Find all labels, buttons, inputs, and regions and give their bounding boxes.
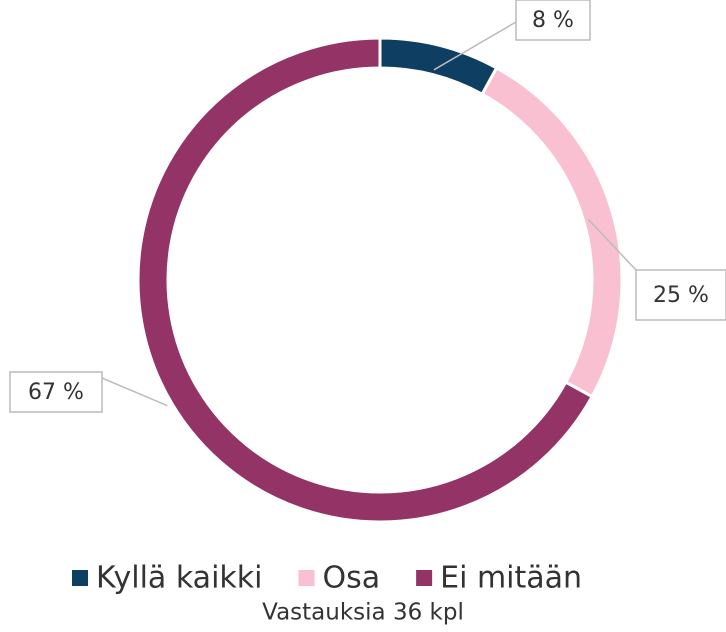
data-label: 67 % [28, 380, 84, 405]
leader-line [587, 218, 637, 271]
donut-segment [136, 36, 595, 524]
leader-line [433, 21, 517, 71]
leader-line [101, 377, 168, 407]
data-label: 8 % [532, 8, 574, 33]
label-box [9, 371, 103, 413]
legend-swatch [416, 570, 433, 586]
legend-label: Kyllä kaikki [96, 561, 262, 596]
donut-segment [378, 36, 499, 97]
label-box [635, 269, 726, 321]
legend-label: Osa [322, 561, 380, 596]
label-box [515, 0, 591, 41]
chart-subtitle: Vastauksia 36 kpl [262, 600, 464, 626]
legend-swatch [72, 570, 88, 586]
legend-label: Ei mitään [440, 561, 582, 596]
legend-swatch [298, 570, 315, 586]
data-label: 25 % [653, 283, 709, 308]
